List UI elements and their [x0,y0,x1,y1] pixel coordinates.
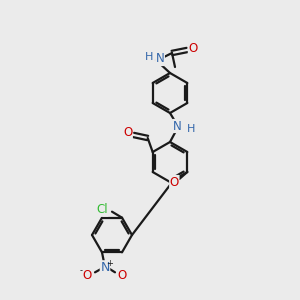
Text: H: H [145,52,153,62]
Text: N: N [100,261,110,274]
Text: N: N [156,52,164,65]
Text: Cl: Cl [96,203,108,216]
Text: -: - [80,266,82,275]
Text: O: O [170,176,179,188]
Text: O: O [82,269,91,282]
Text: H: H [187,124,195,134]
Text: +: + [106,259,113,268]
Text: O: O [123,127,132,140]
Text: N: N [172,119,182,133]
Text: O: O [117,269,127,282]
Text: O: O [188,43,198,56]
